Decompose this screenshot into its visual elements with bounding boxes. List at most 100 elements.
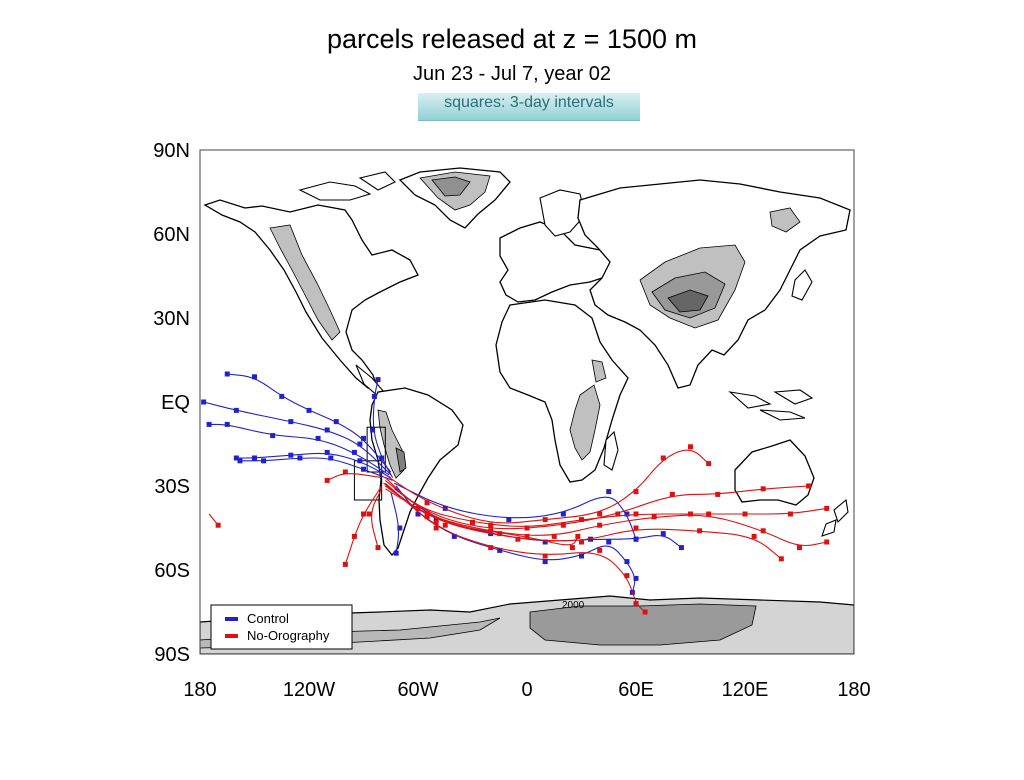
- terrain-andes-high: [395, 447, 407, 473]
- y-tick-label: 90S: [154, 644, 190, 666]
- trajectory-marker: [651, 514, 657, 520]
- landmass-madagascar: [603, 430, 619, 471]
- landmass-scandinavia: [539, 189, 586, 237]
- trajectory-marker: [324, 427, 330, 433]
- trajectory-marker: [542, 559, 548, 565]
- trajectory-marker: [669, 491, 675, 497]
- trajectory-marker: [297, 455, 303, 461]
- trajectory-marker: [270, 433, 276, 439]
- trajectory-line: [384, 479, 809, 530]
- trajectory-marker: [524, 533, 530, 539]
- trajectory-marker: [542, 539, 548, 545]
- trajectory-marker: [778, 556, 784, 562]
- legend-label-control: Control: [247, 611, 289, 626]
- trajectory-marker: [688, 511, 693, 517]
- landmass-arctic-islands: [298, 171, 396, 201]
- trajectory-marker: [506, 517, 512, 523]
- trajectory-marker: [760, 528, 766, 534]
- trajectory-marker: [393, 550, 399, 556]
- trajectory-marker: [579, 553, 584, 559]
- plot-frame: [199, 149, 855, 655]
- trajectory-marker: [633, 536, 639, 542]
- landmass-new-zealand: [821, 498, 849, 537]
- trajectory-line: [384, 477, 827, 527]
- trajectory-marker: [806, 483, 812, 489]
- x-tick-label: 180: [183, 679, 216, 701]
- trajectory-marker: [342, 469, 348, 475]
- trajectory-marker: [515, 536, 521, 542]
- trajectory-marker: [678, 545, 684, 551]
- trajectory-marker: [215, 522, 221, 528]
- trajectory-marker: [366, 511, 372, 517]
- trajectory-line: [371, 488, 383, 548]
- trajectory-marker: [497, 547, 503, 553]
- trajectory-marker: [660, 455, 666, 461]
- trajectory-marker: [633, 525, 639, 531]
- landmass-australia: [734, 439, 815, 506]
- terrain-siberia: [769, 207, 801, 233]
- trajectory-marker: [579, 517, 584, 523]
- contour-label: 2000: [562, 600, 585, 611]
- terrain-antarctica-high: [529, 603, 757, 646]
- trajectory-marker: [361, 435, 366, 441]
- trajectory-marker: [433, 525, 439, 531]
- trajectory-marker: [279, 393, 285, 399]
- trajectory-marker: [342, 561, 348, 567]
- trajectory-marker: [560, 522, 566, 528]
- trajectory-marker: [597, 511, 603, 517]
- trajectory-line: [326, 473, 382, 481]
- trajectory-marker: [706, 511, 712, 517]
- trajectory-marker: [370, 427, 376, 433]
- trajectory-marker: [237, 458, 243, 464]
- trajectory-marker: [397, 525, 403, 531]
- trajectory-marker: [379, 455, 385, 461]
- y-tick-label: EQ: [161, 392, 190, 414]
- trajectory-marker: [688, 444, 693, 450]
- legend-box: [210, 604, 353, 650]
- trajectory-marker: [697, 528, 703, 534]
- trajectory-marker: [488, 522, 494, 528]
- x-tick-label: 120E: [722, 679, 769, 701]
- x-tick-label: 60E: [618, 679, 654, 701]
- trajectory-marker: [424, 500, 430, 506]
- landmass-south-america: [369, 387, 464, 557]
- x-tick-label: 180: [837, 679, 870, 701]
- trajectory-marker: [579, 539, 584, 545]
- trajectory-marker: [252, 374, 257, 380]
- trajectory-marker: [824, 505, 830, 511]
- trajectory-marker: [442, 522, 448, 528]
- trajectory-marker: [375, 545, 381, 551]
- trajectory-marker: [470, 519, 475, 525]
- y-tick-label: 90N: [153, 140, 190, 162]
- chart-subtitle: Jun 23 - Jul 7, year 02: [413, 63, 611, 85]
- trajectory-line: [236, 452, 392, 479]
- trajectory-marker: [597, 522, 603, 528]
- trajectory-marker: [569, 545, 575, 551]
- trajectory-marker: [624, 559, 630, 565]
- trajectory-marker: [288, 452, 294, 458]
- trajectory-marker: [606, 489, 612, 495]
- trajectory-marker: [233, 407, 239, 413]
- x-tick-label: 0: [521, 679, 532, 701]
- trajectory-marker: [288, 419, 294, 425]
- trajectory-marker: [560, 511, 566, 517]
- trajectory-line: [203, 401, 392, 476]
- trajectory-marker: [224, 371, 230, 377]
- y-tick-label: 30N: [153, 308, 190, 330]
- trajectory-marker: [357, 441, 363, 447]
- trajectory-marker: [206, 421, 212, 427]
- trajectory-marker: [261, 458, 267, 464]
- y-tick-label: 60S: [154, 560, 190, 582]
- y-axis-ticks: 90N 60N 30N EQ 30S 60S 90S: [153, 140, 190, 666]
- trajectory-marker: [633, 511, 639, 517]
- trajectory-marker: [760, 486, 766, 492]
- trajectory-marker: [488, 545, 494, 551]
- trajectory-marker: [233, 455, 239, 461]
- trajectory-marker: [328, 455, 334, 461]
- trajectory-line: [390, 491, 400, 554]
- landmass-africa: [495, 299, 629, 483]
- trajectory-marker: [633, 601, 639, 607]
- trajectory-marker: [633, 489, 639, 495]
- trajectory-marker: [551, 533, 557, 539]
